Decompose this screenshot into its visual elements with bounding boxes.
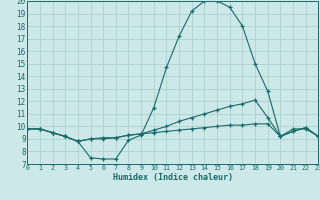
X-axis label: Humidex (Indice chaleur): Humidex (Indice chaleur) bbox=[113, 173, 233, 182]
